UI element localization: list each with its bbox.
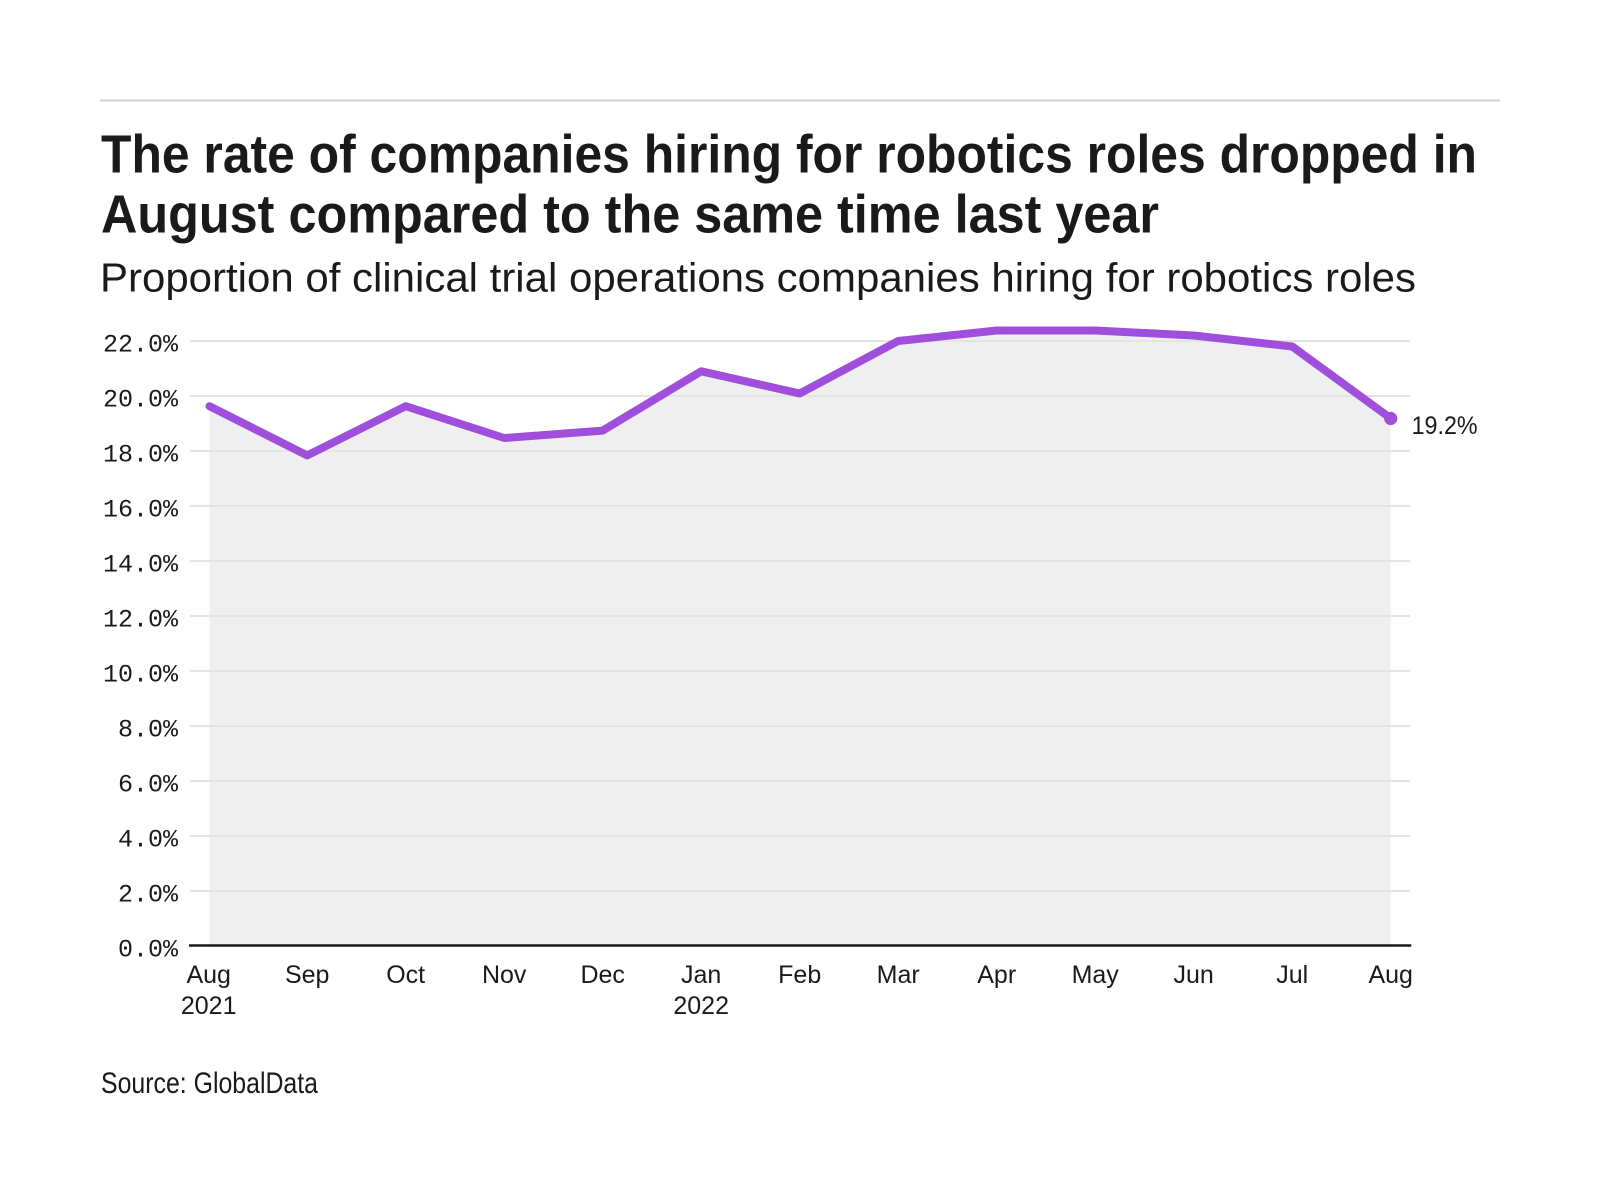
svg-text:Dec: Dec <box>580 961 624 989</box>
svg-text:May: May <box>1072 961 1120 989</box>
svg-text:6.0%: 6.0% <box>118 771 179 800</box>
svg-text:The rate of companies hiring f: The rate of companies hiring for robotic… <box>101 125 1477 185</box>
svg-text:20.0%: 20.0% <box>103 386 179 415</box>
svg-text:4.0%: 4.0% <box>118 826 179 855</box>
svg-text:2022: 2022 <box>673 992 729 1020</box>
svg-text:14.0%: 14.0% <box>103 551 179 580</box>
svg-text:Mar: Mar <box>877 961 920 989</box>
svg-text:19.2%: 19.2% <box>1412 412 1478 440</box>
svg-text:22.0%: 22.0% <box>103 331 179 360</box>
svg-text:Apr: Apr <box>977 961 1016 989</box>
svg-text:Source: GlobalData: Source: GlobalData <box>101 1067 318 1100</box>
svg-text:2021: 2021 <box>181 992 237 1020</box>
svg-text:2.0%: 2.0% <box>118 881 179 910</box>
svg-text:August compared to the same ti: August compared to the same time last ye… <box>101 185 1159 245</box>
svg-text:Oct: Oct <box>386 961 425 989</box>
svg-text:Jun: Jun <box>1174 961 1214 989</box>
svg-text:Aug: Aug <box>186 961 230 989</box>
svg-text:16.0%: 16.0% <box>103 496 179 525</box>
svg-text:Proportion of clinical trial o: Proportion of clinical trial operations … <box>100 255 1416 301</box>
svg-text:12.0%: 12.0% <box>103 606 179 635</box>
svg-text:Nov: Nov <box>482 961 527 989</box>
svg-text:10.0%: 10.0% <box>103 661 179 690</box>
svg-text:Feb: Feb <box>778 961 821 989</box>
svg-text:Jan: Jan <box>681 961 721 989</box>
svg-text:8.0%: 8.0% <box>118 716 179 745</box>
svg-text:18.0%: 18.0% <box>103 441 179 470</box>
svg-text:Jul: Jul <box>1276 961 1308 989</box>
svg-text:0.0%: 0.0% <box>118 936 179 965</box>
svg-text:Aug: Aug <box>1368 961 1412 989</box>
svg-text:Sep: Sep <box>285 961 329 989</box>
